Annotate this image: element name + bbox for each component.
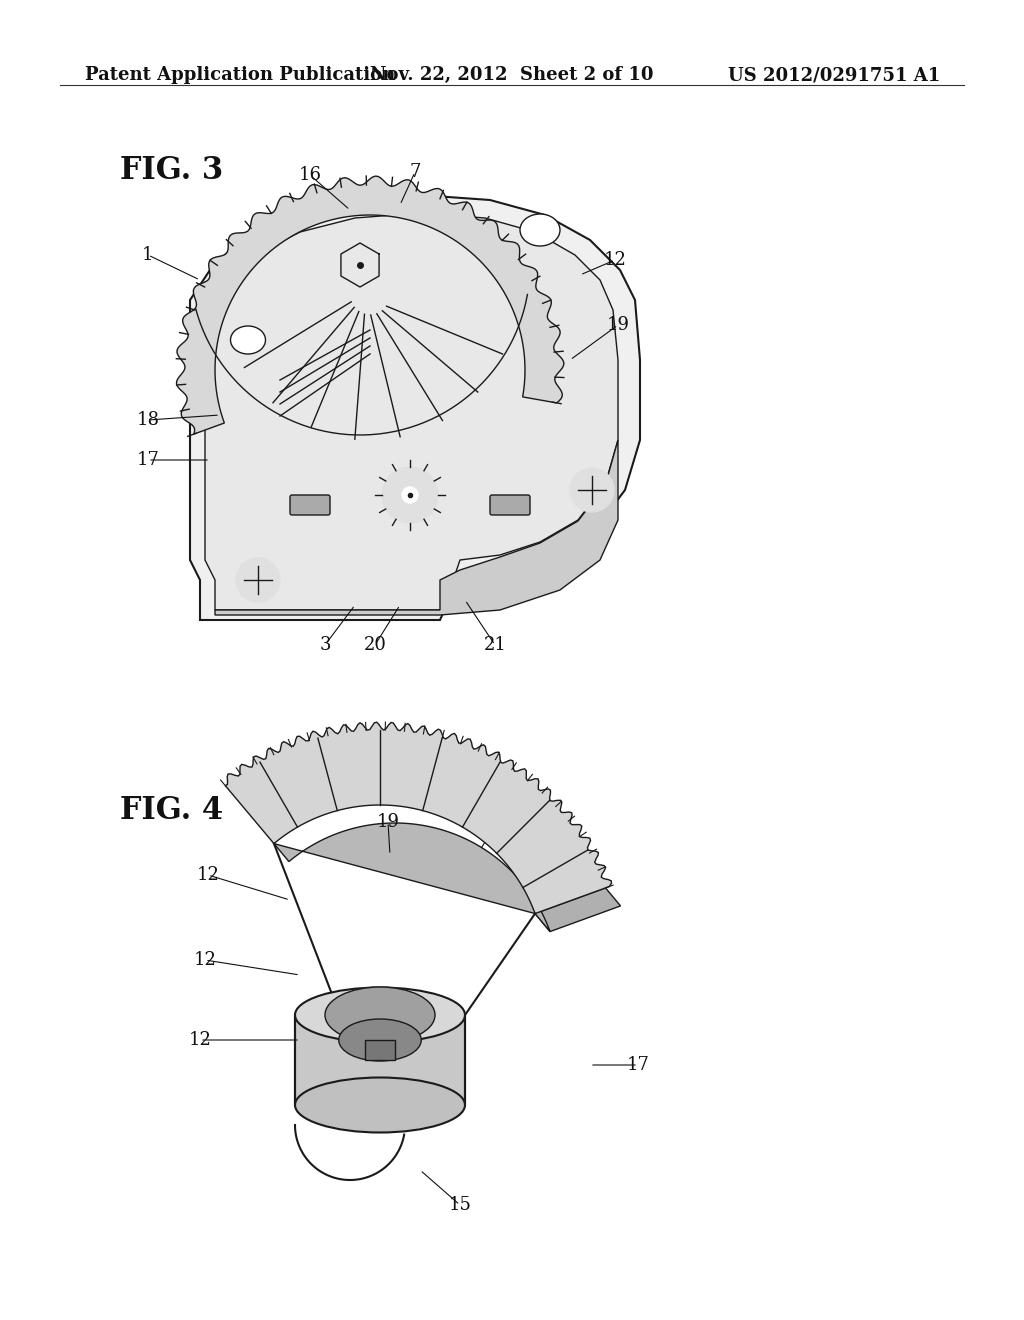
FancyBboxPatch shape (490, 495, 530, 515)
Circle shape (570, 469, 614, 512)
Text: 18: 18 (488, 809, 512, 828)
Polygon shape (274, 822, 550, 932)
Ellipse shape (339, 1019, 421, 1061)
Text: 1: 1 (142, 246, 154, 264)
Circle shape (382, 467, 438, 523)
Ellipse shape (295, 987, 465, 1043)
Text: 12: 12 (603, 251, 627, 269)
Polygon shape (536, 888, 621, 932)
Text: 12: 12 (197, 866, 219, 884)
FancyBboxPatch shape (290, 495, 330, 515)
Ellipse shape (230, 326, 265, 354)
Bar (365, 1040, 395, 1060)
Text: 12: 12 (188, 1031, 211, 1049)
Polygon shape (205, 213, 618, 610)
Polygon shape (215, 440, 618, 615)
Text: 19: 19 (606, 315, 630, 334)
Circle shape (402, 487, 418, 503)
Text: 19: 19 (377, 813, 399, 832)
Polygon shape (225, 722, 611, 913)
Text: 18: 18 (136, 411, 160, 429)
Ellipse shape (325, 987, 435, 1043)
Text: FIG. 3: FIG. 3 (120, 154, 223, 186)
Text: US 2012/0291751 A1: US 2012/0291751 A1 (728, 66, 940, 84)
Circle shape (236, 558, 280, 602)
Text: 15: 15 (449, 1196, 471, 1214)
Text: 17: 17 (627, 1056, 649, 1074)
Text: 21: 21 (483, 636, 507, 653)
Polygon shape (295, 1015, 465, 1105)
Text: Nov. 22, 2012  Sheet 2 of 10: Nov. 22, 2012 Sheet 2 of 10 (371, 66, 653, 84)
Polygon shape (176, 176, 564, 434)
Ellipse shape (520, 214, 560, 246)
Text: 7: 7 (410, 162, 421, 181)
Text: 16: 16 (299, 166, 322, 183)
Text: 20: 20 (364, 636, 386, 653)
Text: FIG. 4: FIG. 4 (120, 795, 223, 826)
Ellipse shape (295, 1077, 465, 1133)
Text: 12: 12 (194, 950, 216, 969)
Text: 3: 3 (319, 636, 331, 653)
Polygon shape (190, 195, 640, 620)
Text: 17: 17 (136, 451, 160, 469)
Text: Patent Application Publication: Patent Application Publication (85, 66, 395, 84)
